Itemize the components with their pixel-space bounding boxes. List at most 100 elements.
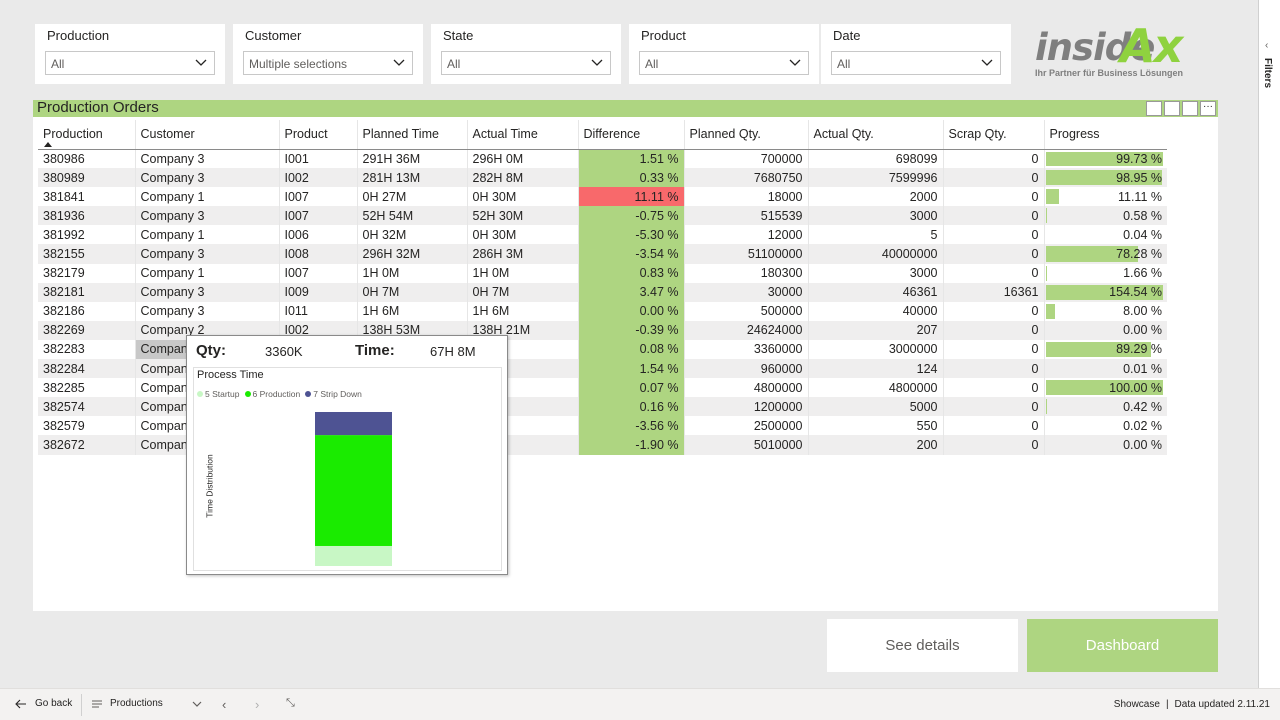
table-row[interactable]: 381936 Company 3 I007 52H 54M 52H 30M -0.75 %…: [38, 206, 1167, 226]
cell-progress: 98.95 %: [1043, 168, 1167, 188]
cell-planned-qty: 180300: [683, 263, 808, 283]
status-separator: |: [1165, 699, 1169, 710]
focus-mode-icon[interactable]: [1182, 101, 1198, 116]
table-row[interactable]: 380986 Company 3 I001 291H 36M 296H 0M 1.51 %…: [38, 149, 1167, 169]
cell-difference: 0.08 %: [577, 339, 684, 360]
slicer-date: Date All: [821, 24, 1011, 84]
cell-progress: 0.02 %: [1043, 416, 1167, 436]
table-row[interactable]: 382179 Company 1 I007 1H 0M 1H 0M 0.83 % 18030…: [38, 263, 1167, 283]
cell-planned-time: 296H 32M: [356, 244, 467, 264]
table-row[interactable]: 380989 Company 3 I002 281H 13M 282H 8M 0.33 %…: [38, 168, 1167, 188]
slicer-dropdown[interactable]: All: [45, 51, 215, 75]
slicer-value: All: [51, 57, 65, 71]
table-row[interactable]: 382269 Company 2 I002 138H 53M 138H 21M -0.39…: [38, 320, 1167, 340]
cell-actual-qty: 3000: [807, 206, 943, 226]
bar-segment-7-strip-down[interactable]: [315, 412, 392, 436]
cell-production: 382285: [43, 380, 85, 395]
column-header-product[interactable]: Product: [278, 120, 357, 150]
cell-difference: -3.54 %: [577, 244, 684, 264]
column-header-planned-qty[interactable]: Planned Qty.: [683, 120, 808, 150]
cell-customer: Company 1: [134, 225, 279, 245]
cell-scrap-qty: 0: [942, 378, 1044, 398]
column-header-progress[interactable]: Progress: [1043, 120, 1167, 150]
cell-actual-qty: 40000: [807, 301, 943, 321]
slicer-dropdown[interactable]: All: [639, 51, 809, 75]
column-header-actual-time[interactable]: Actual Time: [466, 120, 578, 150]
page-list-icon: [92, 700, 102, 707]
cell-actual-qty: 4800000: [807, 378, 943, 398]
cell-difference: -0.75 %: [577, 206, 684, 226]
cell-planned-time: 0H 32M: [356, 225, 467, 245]
cell-production: 381841: [43, 189, 85, 204]
filters-pane[interactable]: ‹ Filters: [1258, 0, 1280, 688]
table-row[interactable]: 381992 Company 1 I006 0H 32M 0H 30M -5.30 % 12…: [38, 225, 1167, 245]
legend-dot: [197, 391, 203, 397]
progress-bar: [1045, 341, 1151, 358]
progress-bar: [1045, 380, 1164, 396]
expand-filters-icon[interactable]: ‹: [1265, 40, 1269, 51]
cell-planned-time: 281H 13M: [356, 168, 467, 188]
column-header-difference[interactable]: Difference: [577, 120, 684, 150]
previous-page-icon[interactable]: ‹: [222, 697, 227, 712]
cell-planned-time: 0H 7M: [356, 282, 467, 302]
next-page-icon[interactable]: ›: [255, 697, 260, 712]
copy-icon[interactable]: [1146, 101, 1162, 116]
cell-production: 382186: [43, 304, 85, 319]
legend-item-startup: 5 Startup: [197, 389, 240, 399]
workspace-name: Showcase: [1113, 699, 1160, 710]
progress-bar: [1045, 265, 1048, 281]
bar-segment-5-startup[interactable]: [315, 545, 392, 566]
table-row[interactable]: 382181 Company 3 I009 0H 7M 0H 7M 3.47 % 30000…: [38, 282, 1167, 302]
page-selector[interactable]: Productions: [92, 698, 163, 709]
cell-planned-qty: 7680750: [683, 168, 808, 188]
page-selector-label: Productions: [110, 698, 163, 709]
slicer-dropdown[interactable]: All: [831, 51, 1001, 75]
cell-planned-qty: 12000: [683, 225, 808, 245]
tooltip-time-label: Time:: [355, 342, 395, 359]
slicer-title: State: [443, 28, 474, 43]
cell-planned-qty: 500000: [683, 301, 808, 321]
sort-ascending-icon: [44, 141, 52, 147]
table-row[interactable]: 382155 Company 3 I008 296H 32M 286H 3M -3.54 …: [38, 244, 1167, 264]
cell-actual-qty: 200: [807, 435, 943, 455]
table-row[interactable]: 381841 Company 1 I007 0H 27M 0H 30M 11.11 % 18…: [38, 187, 1167, 207]
cell-progress: 99.73 %: [1043, 149, 1167, 169]
cell-planned-qty: 515539: [683, 206, 808, 226]
slicer-dropdown[interactable]: Multiple selections: [243, 51, 413, 75]
divider: [81, 694, 82, 716]
cell-planned-qty: 960000: [683, 359, 808, 379]
chevron-down-icon[interactable]: [191, 698, 203, 710]
chevron-down-icon: [393, 59, 405, 66]
column-header-actual-qty[interactable]: Actual Qty.: [807, 120, 943, 150]
see-details-button[interactable]: See details: [827, 619, 1018, 672]
column-header-scrap-qty[interactable]: Scrap Qty.: [942, 120, 1044, 150]
cell-progress: 0.58 %: [1043, 206, 1167, 226]
fit-to-page-icon[interactable]: ⤡: [286, 697, 295, 709]
progress-bar: [1045, 189, 1059, 205]
chart-plot-area: [315, 412, 392, 566]
cell-actual-qty: 3000: [807, 263, 943, 283]
column-header-planned-time[interactable]: Planned Time: [356, 120, 467, 150]
cell-actual-qty: 46361: [807, 282, 943, 302]
production-orders-visual: Production Orders ··· Production Custome…: [33, 99, 1218, 611]
column-header-customer[interactable]: Customer: [134, 120, 279, 150]
cell-actual-time: 0H 7M: [466, 282, 578, 302]
dashboard-button[interactable]: Dashboard: [1027, 619, 1218, 672]
slicer-dropdown[interactable]: All: [441, 51, 611, 75]
column-header-production[interactable]: Production: [38, 120, 135, 150]
cell-progress: 0.00 %: [1043, 435, 1167, 455]
more-options-icon[interactable]: ···: [1200, 101, 1216, 116]
cell-scrap-qty: 0: [942, 149, 1044, 169]
cell-scrap-qty: 0: [942, 187, 1044, 207]
go-back-button[interactable]: Go back: [15, 698, 72, 709]
cell-production: 382579: [43, 418, 85, 433]
filter-icon[interactable]: [1164, 101, 1180, 116]
bar-segment-6-production[interactable]: [315, 435, 392, 546]
go-back-label: Go back: [35, 698, 73, 709]
legend-dot: [305, 391, 312, 397]
visual-header-tools: ···: [1146, 100, 1216, 117]
insideax-logo: inside Ax Ihr Partner für Business Lösun…: [1030, 22, 1220, 84]
table-row[interactable]: 382186 Company 3 I011 1H 6M 1H 6M 0.00 % 50000…: [38, 301, 1167, 321]
cell-progress: 0.01 %: [1043, 359, 1167, 379]
cell-difference: -5.30 %: [577, 225, 684, 245]
